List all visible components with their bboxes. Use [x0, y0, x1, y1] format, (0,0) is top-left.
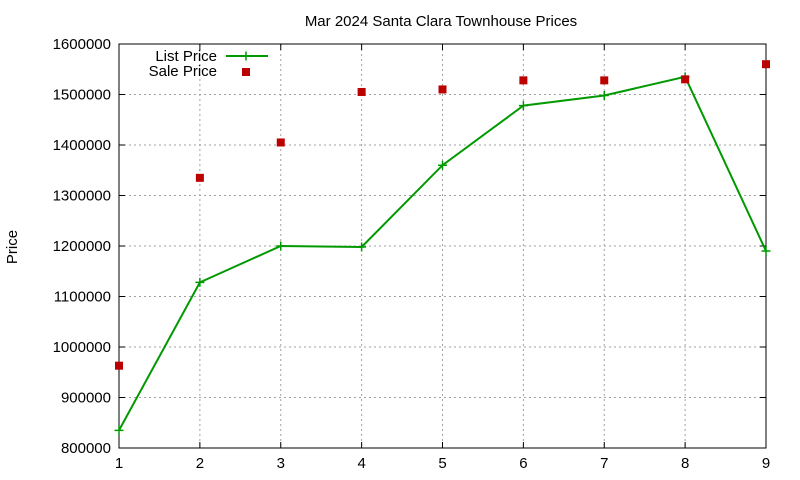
x-tick-label: 9 — [762, 455, 770, 472]
data-point-sale-price — [115, 362, 123, 370]
legend-marker-list-price — [242, 52, 251, 61]
y-tick-label: 1300000 — [53, 188, 111, 205]
legend-marker-sale-price — [242, 68, 250, 76]
x-tick-label: 1 — [115, 455, 123, 472]
data-point-sale-price — [196, 174, 204, 182]
y-tick-label: 800000 — [61, 440, 111, 457]
data-point-list-price — [276, 242, 285, 251]
y-tick-label: 1200000 — [53, 238, 111, 255]
chart-title: Mar 2024 Santa Clara Townhouse Prices — [305, 13, 577, 30]
y-axis-label: Price — [4, 230, 21, 264]
x-tick-label: 2 — [196, 455, 204, 472]
y-tick-label: 1400000 — [53, 137, 111, 154]
axis-ticks: 800000 900000 1000000 1100000 1200000 1300000… — [53, 36, 771, 472]
x-tick-label: 8 — [681, 455, 689, 472]
x-tick-label: 7 — [600, 455, 608, 472]
y-tick-label: 900000 — [61, 390, 111, 407]
data-point-sale-price — [681, 75, 689, 83]
x-tick-label: 4 — [357, 455, 365, 472]
y-tick-label: 1100000 — [54, 289, 111, 306]
data-point-list-price — [195, 278, 204, 287]
y-tick-label: 1500000 — [53, 87, 111, 104]
data-point-list-price — [115, 426, 124, 435]
series-layer — [115, 60, 771, 435]
legend-label-sale-price: Sale Price — [149, 63, 217, 80]
x-tick-label: 3 — [277, 455, 285, 472]
data-point-list-price — [762, 247, 771, 256]
legend: List Price Sale Price — [149, 48, 268, 80]
y-tick-label: 1600000 — [53, 36, 111, 53]
data-point-sale-price — [519, 76, 527, 84]
data-point-sale-price — [358, 88, 366, 96]
data-point-list-price — [600, 91, 609, 100]
x-tick-label: 5 — [438, 455, 446, 472]
data-point-sale-price — [600, 76, 608, 84]
y-tick-label: 1000000 — [53, 339, 111, 356]
x-tick-label: 6 — [519, 455, 527, 472]
data-point-sale-price — [439, 85, 447, 93]
data-point-sale-price — [762, 60, 770, 68]
data-point-sale-price — [277, 138, 285, 146]
grid-lines — [119, 44, 766, 448]
